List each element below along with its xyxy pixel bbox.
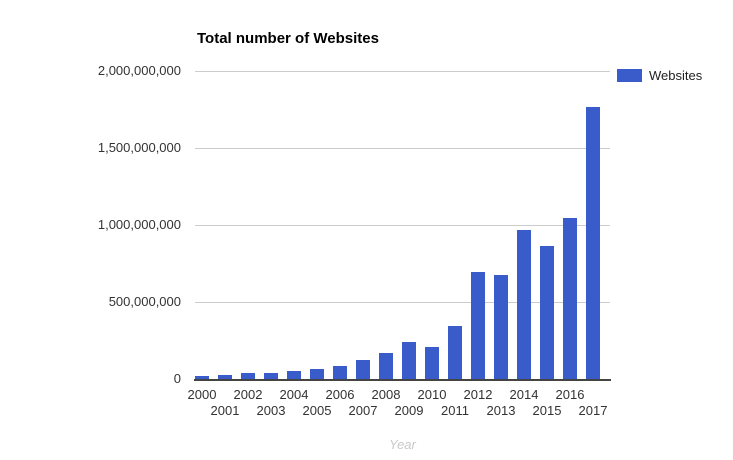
x-axis-line [194, 379, 611, 381]
x-tick-label-2007: 2007 [348, 403, 378, 418]
bar-2011 [448, 326, 462, 379]
bar-2006 [333, 366, 347, 379]
y-tick-label: 2,000,000,000 [97, 63, 181, 78]
x-tick-label-2011: 2011 [441, 403, 469, 418]
bar-2014 [517, 230, 531, 379]
bar-2013 [494, 275, 508, 379]
x-tick-label-2008: 2008 [371, 387, 401, 402]
legend-swatch-icon [617, 69, 642, 82]
x-tick-label-2003: 2003 [256, 403, 286, 418]
x-tick-label-2017: 2017 [578, 403, 608, 418]
x-tick-label-2009: 2009 [394, 403, 424, 418]
x-tick-label-2015: 2015 [532, 403, 562, 418]
legend-label: Websites [649, 68, 703, 83]
bar-2001 [218, 375, 232, 379]
x-tick-label-2001: 2001 [210, 403, 240, 418]
y-tick-label: 1,000,000,000 [97, 217, 181, 232]
x-tick-label-2012: 2012 [463, 387, 493, 402]
chart-title: Total number of Websites [197, 30, 379, 47]
x-tick-label-2010: 2010 [417, 387, 447, 402]
bar-2017 [586, 107, 600, 379]
x-tick-label-2000: 2000 [187, 387, 217, 402]
gridline [195, 147, 610, 149]
y-tick-label: 500,000,000 [108, 294, 181, 309]
bar-2012 [471, 272, 485, 379]
bar-2005 [310, 369, 324, 379]
x-tick-label-2006: 2006 [325, 387, 355, 402]
gridline [195, 301, 610, 303]
x-tick-label-2002: 2002 [233, 387, 263, 402]
bar-2016 [563, 218, 577, 379]
x-axis-title: Year [389, 437, 416, 452]
bar-2009 [402, 342, 416, 379]
x-tick-label-2013: 2013 [486, 403, 516, 418]
bar-2008 [379, 353, 393, 379]
bar-2007 [356, 360, 370, 379]
y-tick-label: 1,500,000,000 [97, 140, 181, 155]
x-tick-label-2005: 2005 [302, 403, 332, 418]
bar-2003 [264, 373, 278, 379]
legend: Websites [617, 68, 702, 83]
x-tick-label-2016: 2016 [555, 387, 585, 402]
x-tick-label-2004: 2004 [279, 387, 309, 402]
bar-2004 [287, 371, 301, 379]
bar-2015 [540, 246, 554, 379]
bar-2002 [241, 373, 255, 379]
x-tick-label-2014: 2014 [509, 387, 539, 402]
bar-2010 [425, 347, 439, 379]
gridline [195, 224, 610, 226]
bar-2000 [195, 376, 209, 379]
gridline [195, 70, 610, 72]
y-tick-label: 0 [173, 371, 181, 386]
